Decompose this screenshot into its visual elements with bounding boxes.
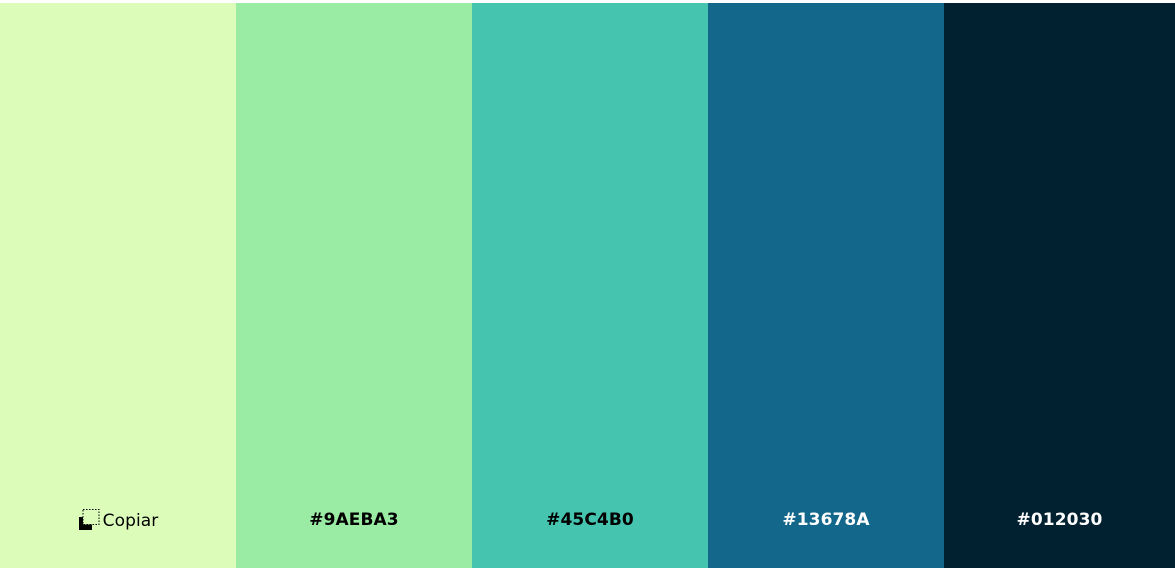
swatch-2[interactable]: #9AEBA3	[236, 3, 472, 568]
color-palette: Copiar #9AEBA3 #45C4B0 #13678A #012030	[0, 3, 1175, 568]
swatch-5-hex[interactable]: #012030	[1016, 510, 1103, 530]
swatch-3[interactable]: #45C4B0	[472, 3, 708, 568]
copy-label: Copiar	[102, 511, 159, 531]
swatch-1-label[interactable]: Copiar	[0, 509, 236, 537]
swatch-4-hex[interactable]: #13678A	[782, 510, 870, 530]
copy-icon	[78, 509, 100, 531]
swatch-5[interactable]: #012030	[944, 3, 1175, 568]
swatch-3-hex[interactable]: #45C4B0	[546, 510, 634, 530]
swatch-4[interactable]: #13678A	[708, 3, 944, 568]
swatch-1[interactable]: Copiar	[0, 3, 236, 568]
swatch-2-hex[interactable]: #9AEBA3	[309, 510, 399, 530]
copy-action[interactable]: Copiar	[78, 509, 159, 532]
